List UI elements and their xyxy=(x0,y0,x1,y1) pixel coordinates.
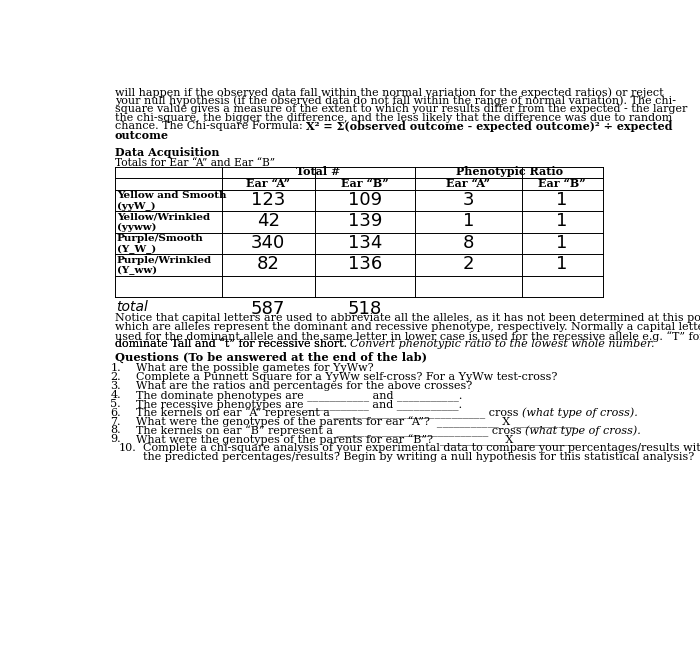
Text: which are alleles represent the dominant and recessive phenotype, respectively. : which are alleles represent the dominant… xyxy=(115,322,700,332)
Text: the chi-square, the bigger the difference, and the less likely that the differen: the chi-square, the bigger the differenc… xyxy=(115,113,672,123)
Text: Total #: Total # xyxy=(296,167,341,177)
Text: dominate Tall and “t” for recessive short.: dominate Tall and “t” for recessive shor… xyxy=(115,340,350,350)
Text: 4.: 4. xyxy=(110,390,121,400)
Text: 6.: 6. xyxy=(110,408,121,418)
Text: What are the possible gametes for YyWw?: What are the possible gametes for YyWw? xyxy=(136,364,374,374)
Text: What were the genotypes of the parents for ear “A”?  ___________ X ___________: What were the genotypes of the parents f… xyxy=(136,417,576,428)
Text: Complete a chi-square analysis of your experimental data to compare your percent: Complete a chi-square analysis of your e… xyxy=(143,443,700,453)
Text: Yellow and Smooth
(yyW_): Yellow and Smooth (yyW_) xyxy=(117,191,227,211)
Text: Purple/Smooth
(Y_W_): Purple/Smooth (Y_W_) xyxy=(117,234,204,253)
Text: 340: 340 xyxy=(251,233,285,251)
Text: total: total xyxy=(116,299,148,313)
Text: The kernels on ear “A” represent a ___________________________ cross: The kernels on ear “A” represent a _____… xyxy=(136,408,522,420)
Text: The recessive phenotypes are ___________ and ___________.: The recessive phenotypes are ___________… xyxy=(136,399,463,410)
Text: The dominate phenotypes are ___________ and ___________.: The dominate phenotypes are ___________ … xyxy=(136,390,463,401)
Text: 518: 518 xyxy=(348,299,382,317)
Text: Yellow/Wrinkled
(yyww): Yellow/Wrinkled (yyww) xyxy=(117,213,210,232)
Text: 587: 587 xyxy=(251,299,286,317)
Text: your null hypothesis (if the observed data do not fall within the range of norma: your null hypothesis (if the observed da… xyxy=(115,95,676,106)
Text: 1: 1 xyxy=(556,233,568,251)
Text: square value gives a measure of the extent to which your results differ from the: square value gives a measure of the exte… xyxy=(115,104,687,114)
Text: 3.: 3. xyxy=(110,381,121,391)
Text: the predicted percentages/results? Begin by writing a null hypothesis for this s: the predicted percentages/results? Begin… xyxy=(143,452,694,462)
Text: Ear “A”: Ear “A” xyxy=(447,177,491,189)
Text: Phenotypic Ratio: Phenotypic Ratio xyxy=(456,167,563,177)
Text: 3: 3 xyxy=(463,191,474,209)
Text: 2: 2 xyxy=(463,255,474,273)
Text: will happen if the observed data fall within the normal variation for the expect: will happen if the observed data fall wi… xyxy=(115,87,664,97)
Text: Questions (To be answered at the end of the lab): Questions (To be answered at the end of … xyxy=(115,352,427,363)
Text: dominate Tall and “t” for recessive short.: dominate Tall and “t” for recessive shor… xyxy=(115,340,350,350)
Text: 123: 123 xyxy=(251,191,286,209)
Text: What were the genotypes of the parents for ear “B”?  ___________ X ___________: What were the genotypes of the parents f… xyxy=(136,434,579,446)
Text: 136: 136 xyxy=(348,255,382,273)
Text: 134: 134 xyxy=(348,233,382,251)
Text: 1: 1 xyxy=(463,212,474,230)
Text: 42: 42 xyxy=(257,212,279,230)
Text: outcome: outcome xyxy=(115,130,169,141)
Text: The kernels on ear “B” represent a ___________________________ cross: The kernels on ear “B” represent a _____… xyxy=(136,426,526,437)
Text: 8: 8 xyxy=(463,233,474,251)
Text: Complete a Punnett Square for a YyWw self-cross? For a YyWw test-cross?: Complete a Punnett Square for a YyWw sel… xyxy=(136,372,558,382)
Text: 2.: 2. xyxy=(110,372,121,382)
Text: 7.: 7. xyxy=(111,417,121,427)
Text: 82: 82 xyxy=(257,255,279,273)
Text: 9.: 9. xyxy=(110,434,121,444)
Text: 5.: 5. xyxy=(110,399,121,409)
Text: Totals for Ear “A” and Ear “B”: Totals for Ear “A” and Ear “B” xyxy=(115,157,274,167)
Text: Ear “B”: Ear “B” xyxy=(341,177,388,189)
Text: 1: 1 xyxy=(556,191,568,209)
Text: X² = Σ(observed outcome - expected outcome)² ÷ expected: X² = Σ(observed outcome - expected outco… xyxy=(306,121,673,133)
Text: 10.: 10. xyxy=(118,443,136,453)
Text: What are the ratios and percentages for the above crosses?: What are the ratios and percentages for … xyxy=(136,381,472,391)
Text: 1: 1 xyxy=(556,212,568,230)
Text: used for the dominant allele and the same letter in lower case is used for the r: used for the dominant allele and the sam… xyxy=(115,331,700,342)
Text: Ear “B”: Ear “B” xyxy=(538,177,586,189)
Text: Convert phenotypic ratio to the lowest whole number.: Convert phenotypic ratio to the lowest w… xyxy=(350,340,654,350)
Text: 139: 139 xyxy=(348,212,382,230)
Text: 8.: 8. xyxy=(110,426,121,436)
Text: chance. The Chi-square Formula:: chance. The Chi-square Formula: xyxy=(115,121,306,131)
Text: (what type of cross).: (what type of cross). xyxy=(522,408,638,418)
Text: Ear “A”: Ear “A” xyxy=(246,177,290,189)
Text: 109: 109 xyxy=(348,191,382,209)
Text: Purple/Wrinkled
(Y_ww): Purple/Wrinkled (Y_ww) xyxy=(117,255,212,275)
Text: (what type of cross).: (what type of cross). xyxy=(526,426,641,436)
Text: Notice that capital letters are used to abbreviate all the alleles, as it has no: Notice that capital letters are used to … xyxy=(115,313,700,323)
Text: Data Acquisition: Data Acquisition xyxy=(115,147,219,158)
Text: 1: 1 xyxy=(556,255,568,273)
Text: 1.: 1. xyxy=(110,364,121,374)
